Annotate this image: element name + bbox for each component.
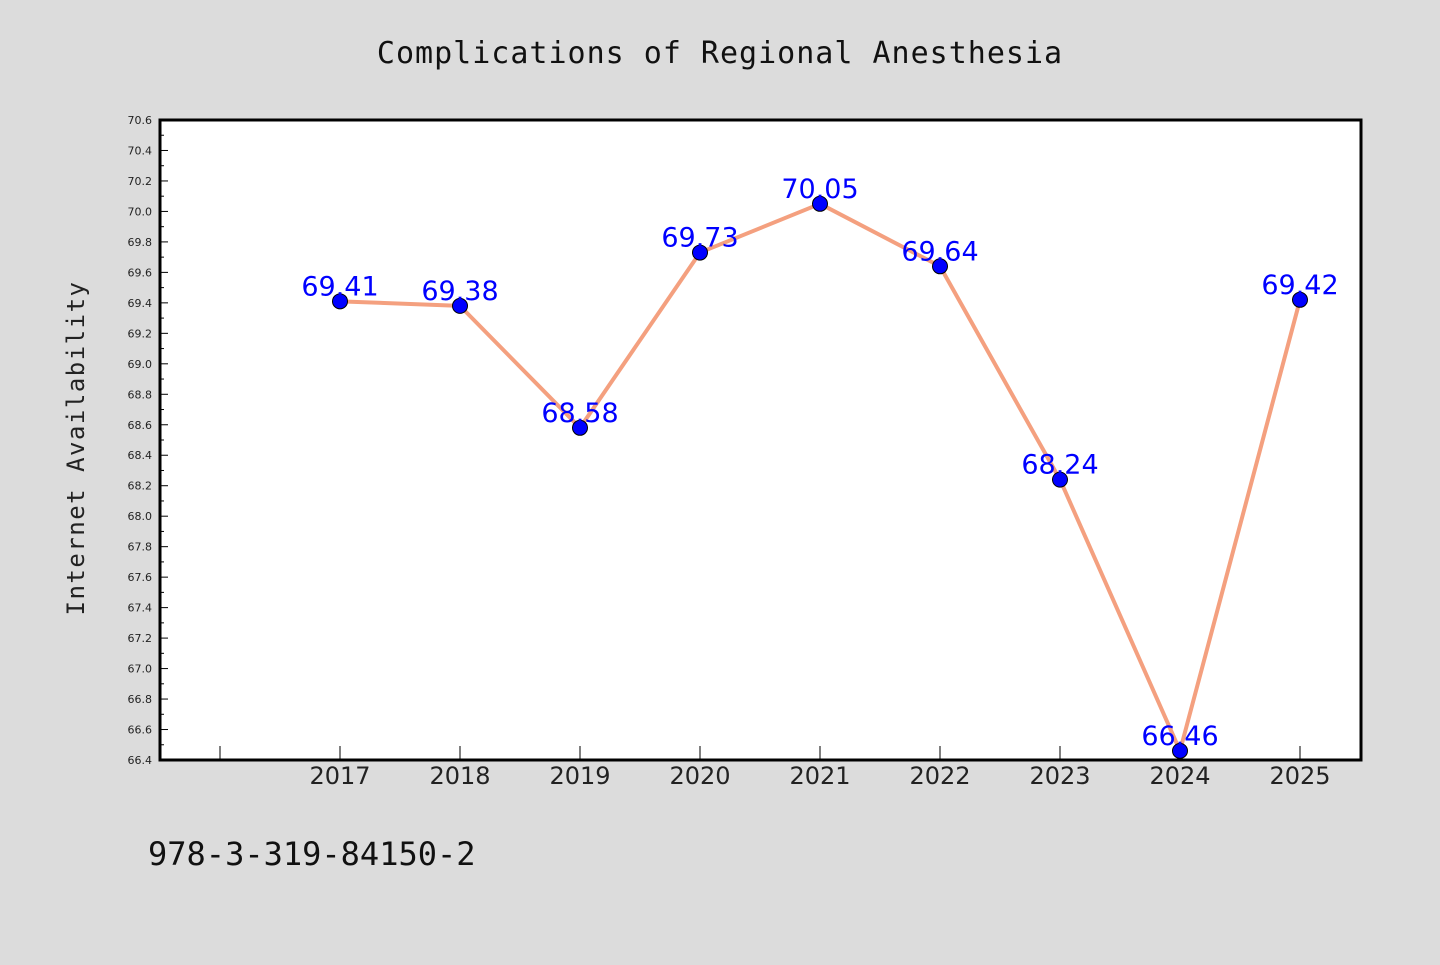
data-point [692,244,708,261]
y-tick-label: 68.8 [128,388,153,401]
y-tick-label: 69.2 [128,327,153,340]
y-tick-label: 70.4 [128,144,153,157]
y-tick-label: 68.0 [128,510,153,523]
data-label: 69.41 [301,271,378,302]
y-tick-label: 67.4 [128,602,153,615]
data-point [1172,742,1188,759]
y-tick-label: 67.8 [128,541,153,554]
data-label: 69.64 [901,236,978,267]
x-tick-label: 2022 [909,762,970,790]
data-labels: 69.41 69.38 68.58 69.73 70.05 69.64 68.24 66.46… [301,174,1338,752]
data-label: 68.58 [541,398,618,429]
x-tick-label: 2024 [1149,762,1210,790]
x-tick-label: 2019 [549,762,610,790]
x-tick-label: 2018 [429,762,490,790]
y-tick-label: 69.8 [128,236,153,249]
y-tick-label: 68.4 [128,449,153,462]
x-tick-label: 2021 [789,762,850,790]
chart-title: Complications of Regional Anesthesia [377,36,1063,71]
y-tick-label: 70.6 [128,114,153,127]
y-tick-label: 66.4 [128,754,153,767]
data-point [932,258,948,275]
y-tick-label: 70.0 [128,205,153,218]
data-point [812,195,828,212]
x-axis-ticks: 2017 2018 2019 2020 2021 2022 2023 2024 2025 [219,746,1331,790]
y-tick-label: 69.6 [128,266,153,279]
x-tick-label: 2023 [1029,762,1090,790]
y-tick-label: 68.2 [128,480,153,493]
data-label: 70.05 [781,174,858,205]
data-point [1292,291,1308,308]
data-point [1052,471,1068,488]
data-label: 69.73 [661,223,738,254]
plot-frame [158,118,1363,762]
y-axis-ticks: 66.4 66.6 66.8 67.0 67.2 67.4 67.6 67.8 68.0 68.2… [128,114,168,767]
x-tick-label: 2017 [309,762,370,790]
x-tick-label: 2025 [1269,762,1330,790]
y-tick-label: 70.2 [128,175,153,188]
data-point [452,297,468,314]
data-label: 69.42 [1261,270,1338,301]
x-tick-label: 2020 [669,762,730,790]
y-tick-label: 68.6 [128,419,153,432]
y-tick-label: 67.2 [128,632,153,645]
y-tick-label: 67.6 [128,571,153,584]
y-tick-label: 69.4 [128,297,153,310]
data-point [572,419,588,436]
data-point [332,293,348,310]
plot-area [160,120,1361,760]
data-label: 66.46 [1141,721,1218,752]
data-points [332,195,1308,759]
data-label: 69.38 [421,276,498,307]
y-tick-label: 69.0 [128,358,153,371]
y-tick-label: 67.0 [128,663,153,676]
y-tick-label: 66.6 [128,724,153,737]
data-label: 68.24 [1021,450,1098,481]
y-axis-label: Internet Availability [62,281,90,616]
y-tick-label: 66.8 [128,693,153,706]
footer-isbn: 978-3-319-84150-2 [148,835,476,873]
